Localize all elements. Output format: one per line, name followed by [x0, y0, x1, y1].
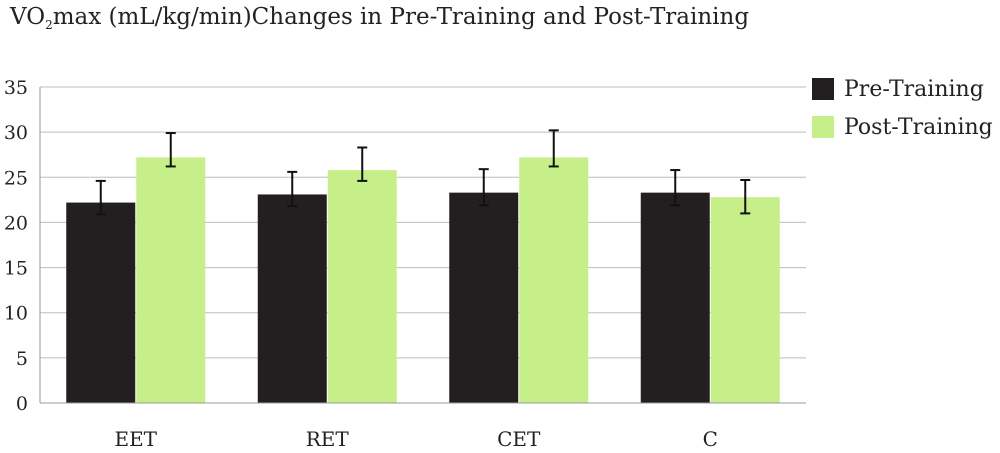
bar-post-training-eet	[136, 157, 206, 403]
y-tick-label: 20	[4, 212, 28, 234]
error-bars	[95, 129, 751, 216]
legend-swatch-post-training	[812, 116, 834, 138]
chart-title-prefix: VO	[9, 4, 45, 30]
bar-post-training-cet	[519, 157, 589, 403]
legend-label-pre-training: Pre-Training	[844, 77, 984, 102]
y-tick-label: 0	[16, 393, 28, 415]
legend: Pre-Training Post-Training	[812, 77, 993, 140]
chart-title-rest: max (mL/kg/min)Changes in Pre-Training a…	[53, 4, 750, 30]
bar-pre-training-cet	[449, 192, 519, 403]
x-tick-label: EET	[114, 427, 157, 451]
x-axis: EET RET CET C	[40, 402, 806, 451]
legend-swatch-pre-training	[812, 78, 834, 100]
y-tick-label: 15	[4, 258, 28, 280]
x-tick-label: C	[703, 427, 718, 451]
y-tick-label: 5	[16, 348, 28, 370]
bar-post-training-ret	[327, 170, 397, 403]
chart-title-subscript: 2	[45, 18, 53, 32]
y-tick-label: 10	[4, 303, 28, 325]
x-tick-label: RET	[306, 427, 350, 451]
x-tick-label: CET	[497, 427, 541, 451]
bar-pre-training-eet	[66, 202, 136, 403]
legend-label-post-training: Post-Training	[844, 115, 993, 140]
chart-title: VO2max (mL/kg/min)Changes in Pre-Trainin…	[9, 4, 749, 32]
bars	[66, 157, 780, 403]
bar-pre-training-c	[640, 192, 710, 403]
bar-pre-training-ret	[257, 194, 327, 403]
bar-post-training-c	[710, 197, 780, 403]
y-tick-label: 25	[4, 167, 28, 189]
y-axis: 0 5 10 15 20 25 30 35	[4, 77, 41, 415]
y-tick-label: 30	[4, 122, 28, 144]
y-tick-label: 35	[4, 77, 28, 99]
